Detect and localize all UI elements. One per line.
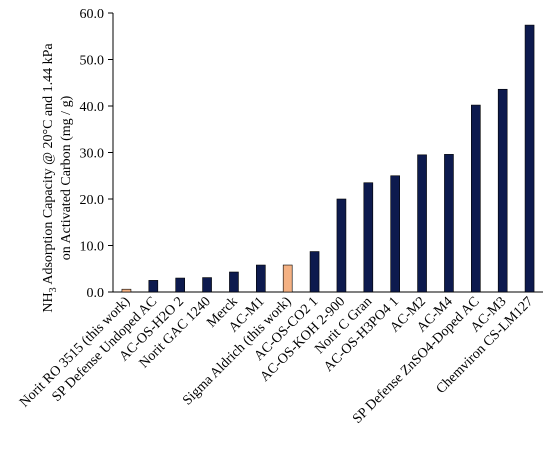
bar (471, 104, 481, 293)
bar (175, 277, 185, 293)
y-tick-label: 60.0 (80, 7, 105, 22)
bar (282, 264, 293, 293)
y-axis-label-line2: on Activated Carbon (mg / g) (59, 95, 74, 260)
bar (121, 288, 132, 293)
y-tick-label: 10.0 (80, 240, 105, 255)
y-tick-label: 50.0 (80, 54, 105, 69)
bar (336, 198, 347, 293)
bar (309, 251, 320, 293)
x-tick-label: Norit RO 3515 (this work) (17, 294, 133, 410)
y-axis-label-line1-post: Adsorption Capacity @ 20°C and 1.44 kPa (41, 43, 56, 288)
y-tick-label: 30.0 (80, 147, 105, 162)
bar (363, 182, 374, 293)
y-axis-label-line1-sub: 3 (48, 287, 59, 292)
y-axis-label-line1: NH3 Adsorption Capacity @ 20°C and 1.44 … (41, 43, 59, 313)
bar (202, 277, 212, 293)
y-tick-label: 20.0 (80, 193, 105, 208)
bar (256, 264, 266, 293)
y-axis-label-line1-pre: NH (41, 292, 56, 312)
plot-area: 0.0 10.0 20.0 30.0 40.0 50.0 60.0 Norit RO 3515… (17, 7, 543, 427)
y-axis-label: NH3 Adsorption Capacity @ 20°C and 1.44 … (41, 43, 74, 313)
bar (497, 88, 508, 293)
bar (417, 154, 427, 293)
bar (148, 280, 159, 293)
y-tick-label: 40.0 (80, 100, 105, 115)
bar (444, 154, 454, 293)
bar (390, 175, 400, 293)
y-tick-label: 0.0 (87, 286, 105, 301)
bar (524, 24, 535, 293)
bar (229, 271, 239, 293)
